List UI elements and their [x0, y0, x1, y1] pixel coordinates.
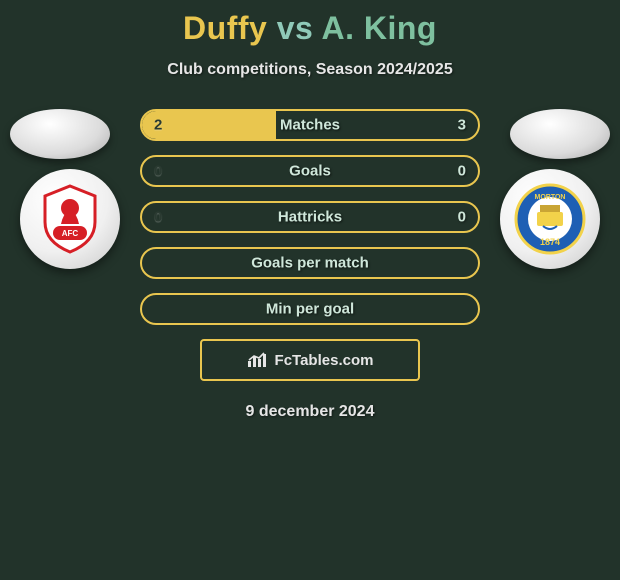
stat-label: Matches [280, 117, 340, 134]
date-label: 9 december 2024 [0, 403, 620, 421]
stat-label: Hattricks [278, 209, 342, 226]
player2-name: A. King [321, 10, 436, 46]
player2-club-badge: MORTON 1874 [500, 169, 600, 269]
branding-text: FcTables.com [275, 352, 374, 369]
stat-left-value: 0 [154, 163, 162, 180]
svg-text:AFC: AFC [62, 229, 79, 238]
stat-row-matches: 2 Matches 3 [140, 109, 480, 141]
stat-row-hattricks: 0 Hattricks 0 [140, 201, 480, 233]
stat-label: Goals [289, 163, 331, 180]
club-badge-left-icon: AFC [35, 184, 105, 254]
stat-right-value: 3 [458, 117, 466, 134]
player2-avatar [510, 109, 610, 159]
stat-right-value: 0 [458, 209, 466, 226]
club-badge-right-icon: MORTON 1874 [513, 182, 587, 256]
comparison-title: Duffy vs A. King [0, 0, 620, 47]
stat-rows: 2 Matches 3 0 Goals 0 0 Hattricks 0 Goal… [140, 109, 480, 325]
stat-left-value: 0 [154, 209, 162, 226]
stat-row-min-per-goal: Min per goal [140, 293, 480, 325]
stat-row-goals: 0 Goals 0 [140, 155, 480, 187]
stat-left-value: 2 [154, 117, 162, 134]
subtitle: Club competitions, Season 2024/2025 [0, 61, 620, 79]
bar-chart-icon [247, 351, 269, 369]
content-area: AFC MORTON 1874 2 Matches 3 0 Goals 0 [0, 109, 620, 421]
branding-badge: FcTables.com [200, 339, 420, 381]
stat-label: Min per goal [266, 301, 354, 318]
player1-avatar [10, 109, 110, 159]
vs-label: vs [277, 10, 314, 46]
svg-text:MORTON: MORTON [535, 194, 566, 201]
svg-text:1874: 1874 [540, 237, 560, 247]
stat-row-goals-per-match: Goals per match [140, 247, 480, 279]
player1-name: Duffy [183, 10, 267, 46]
stat-right-value: 0 [458, 163, 466, 180]
stat-label: Goals per match [251, 255, 369, 272]
player1-club-badge: AFC [20, 169, 120, 269]
